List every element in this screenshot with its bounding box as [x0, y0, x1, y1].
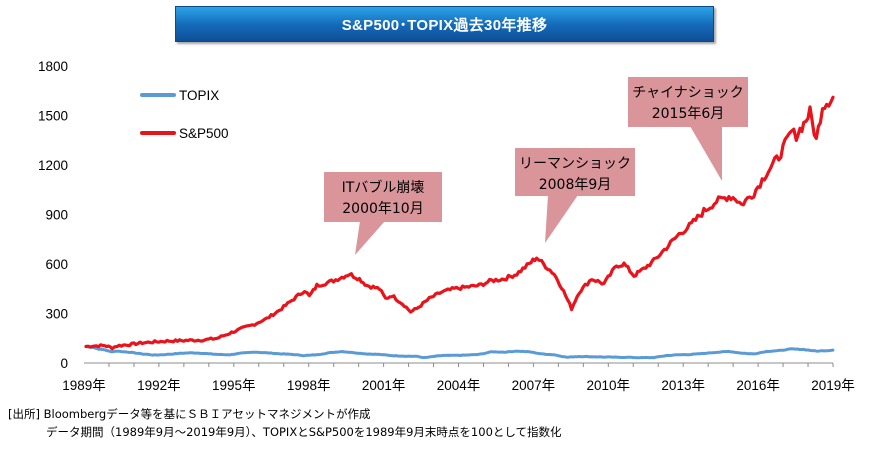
source-note: [出所] Bloombergデータ等を基にＳＢＩアセットマネジメントが作成 [8, 407, 371, 421]
y-tick-label: 600 [45, 257, 68, 272]
y-tick-label: 900 [45, 208, 68, 223]
callout-title: チャイナショック [632, 85, 744, 101]
callout-pointer [690, 126, 722, 181]
callout-pointer [545, 195, 578, 243]
series-line-topix [84, 345, 835, 360]
y-tick-label: 0 [60, 356, 68, 371]
y-tick-label: 1500 [38, 109, 68, 124]
series-line-sp500 [84, 95, 835, 351]
callout-title: リーマンショック [519, 156, 631, 172]
x-tick-label: 2004年 [437, 378, 481, 393]
callout: チャイナショック 2015年6月 [628, 77, 748, 181]
y-axis-ticks: 0 300 600 900 1200 1500 1800 [38, 59, 68, 371]
callout-box [628, 77, 748, 127]
legend-item-topix: TOPIX [140, 88, 219, 103]
series-layer [84, 95, 835, 360]
x-tick-label: 2013年 [661, 378, 705, 393]
x-tick-label: 2016年 [736, 378, 780, 393]
callout-box [515, 148, 635, 196]
y-tick-label: 1200 [38, 158, 68, 173]
data-period-note: データ期間（1989年9月～2019年9月）、TOPIXとS&P500を1989… [46, 425, 562, 439]
callout-date: 2015年6月 [652, 106, 725, 122]
legend: TOPIX S&P500 [140, 88, 229, 141]
x-tick-label: 2019年 [811, 378, 855, 393]
callout-title: ITバブル崩壊 [342, 179, 425, 196]
chart-title: S&P500･TOPIX過去30年推移 [175, 6, 714, 42]
y-tick-label: 300 [45, 307, 68, 322]
x-tick-label: 2001年 [362, 378, 406, 393]
x-axis: 1989年 1992年 1995年 1998年 2001年 2004年 2007年 2010年… [62, 362, 855, 393]
legend-label: S&P500 [179, 126, 229, 141]
callout-box [324, 172, 442, 222]
callout: ITバブル崩壊 2000年10月 [324, 172, 442, 255]
callout-pointer [355, 221, 385, 255]
y-tick-label: 1800 [38, 59, 68, 74]
legend-item-sp500: S&P500 [140, 126, 229, 141]
callouts: ITバブル崩壊 2000年10月 リーマンショック 2008年9月 チャイナショック 20… [324, 77, 748, 255]
callout-date: 2008年9月 [539, 177, 612, 193]
callout: リーマンショック 2008年9月 [515, 148, 635, 243]
legend-label: TOPIX [179, 88, 219, 103]
x-tick-label: 2010年 [587, 378, 631, 393]
x-tick-label: 1998年 [287, 378, 331, 393]
callout-date: 2000年10月 [342, 201, 423, 217]
x-tick-label: 2007年 [512, 378, 556, 393]
x-tick-label: 1989年 [62, 378, 106, 393]
x-tick-label: 1995年 [212, 378, 256, 393]
x-tick-label: 1992年 [137, 378, 181, 393]
